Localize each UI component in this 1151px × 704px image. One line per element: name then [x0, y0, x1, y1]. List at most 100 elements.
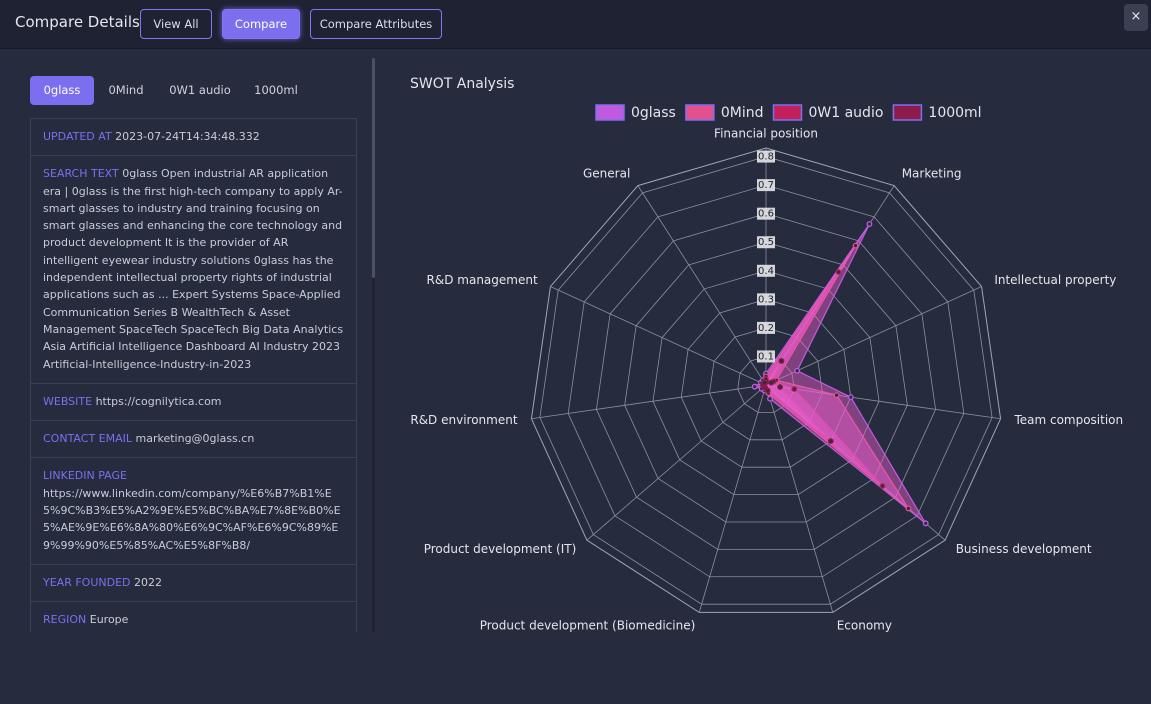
- legend-swatch: [892, 104, 923, 121]
- legend-label: 1000ml: [928, 105, 981, 121]
- compare-button[interactable]: Compare: [222, 9, 300, 39]
- detail-label: REGION: [43, 613, 87, 627]
- detail-label: YEAR FOUNDED: [43, 575, 131, 589]
- axis-label: R&D management: [427, 273, 538, 287]
- tab[interactable]: 0W1 audio: [169, 83, 231, 97]
- detail-value: 0glass Open industrial AR application er…: [43, 167, 344, 371]
- series-point: [827, 438, 834, 445]
- series-point: [777, 384, 784, 390]
- legend-swatch: [595, 104, 625, 121]
- axis-label: Product development (IT): [424, 542, 577, 556]
- detail-label: CONTACT EMAIL: [43, 432, 132, 446]
- series-point: [835, 269, 842, 276]
- detail-row: UPDATED AT 2023-07-24T14:34:48.332: [31, 119, 356, 157]
- series-point: [794, 367, 801, 374]
- header: Compare Details View All Compare Compare…: [0, 0, 1151, 49]
- tick-label: 0.8: [758, 152, 774, 163]
- detail-label: UPDATED AT: [43, 130, 112, 143]
- tab[interactable]: 0Mind: [108, 83, 144, 97]
- detail-value: marketing@0glass.cn: [135, 432, 255, 446]
- tick-label-bg: [757, 264, 775, 277]
- close-button[interactable]: ×: [1124, 4, 1148, 31]
- axis-label: R&D environment: [410, 413, 517, 427]
- tick-label: 0.1: [758, 351, 774, 362]
- spoke: [765, 384, 834, 613]
- header-title: Compare Details: [15, 13, 140, 31]
- tick-label: 0.7: [758, 180, 774, 191]
- detail-value: 2022: [134, 575, 162, 589]
- axis-label: Business development: [956, 542, 1092, 556]
- spoke: [531, 384, 767, 420]
- grid-ring: [652, 270, 880, 495]
- legend-swatch: [772, 104, 803, 121]
- grid-ring: [567, 184, 965, 578]
- series-point: [879, 483, 886, 489]
- grid-ring: [539, 156, 993, 605]
- axis-label: Team composition: [1013, 413, 1123, 427]
- grid-ring: [709, 327, 823, 441]
- series-point: [866, 221, 873, 228]
- spoke: [765, 286, 982, 386]
- scrollbar-track: [372, 58, 375, 632]
- tick-label: 0.3: [758, 294, 774, 305]
- tab[interactable]: 1000ml: [254, 83, 298, 97]
- axis-label: Economy: [837, 618, 892, 632]
- series-point: [768, 379, 775, 386]
- grid-ring: [680, 298, 852, 468]
- series-point: [922, 520, 929, 527]
- series-point: [847, 394, 854, 401]
- tick-label-bg: [757, 321, 775, 334]
- spoke: [586, 384, 767, 541]
- legend-swatch: [685, 104, 715, 121]
- spoke: [765, 384, 1001, 420]
- series-point: [778, 358, 785, 364]
- tick-label: 0.6: [758, 209, 774, 220]
- detail-row: YEAR FOUNDED 2022: [31, 565, 356, 603]
- tick-label: 0.5: [758, 237, 774, 248]
- detail-row: WEBSITE https://cognilytica.com: [31, 384, 356, 422]
- compare-attributes-button[interactable]: Compare Attributes: [310, 9, 442, 39]
- detail-label: SEARCH TEXT: [43, 167, 119, 181]
- tick-label-bg: [757, 293, 775, 306]
- series-point: [761, 379, 768, 386]
- series-point: [833, 392, 840, 399]
- grid-ring: [596, 213, 936, 550]
- series-point: [852, 242, 859, 249]
- tick-label-bg: [757, 236, 775, 249]
- tab[interactable]: 0glass: [30, 76, 94, 105]
- detail-row: SEARCH TEXT 0glass Open industrial AR ap…: [31, 156, 356, 384]
- tick-label: 0.2: [758, 323, 774, 334]
- axis-label: Marketing: [902, 166, 962, 180]
- chart-title: SWOT Analysis: [410, 76, 514, 92]
- detail-value: https://cognilytica.com: [95, 394, 222, 408]
- tick-label-bg: [757, 350, 775, 363]
- detail-value: Europe: [89, 613, 129, 627]
- axis-label: Product development (Biomedicine): [480, 618, 696, 632]
- detail-row: REGION Europe: [31, 602, 356, 632]
- grid-ring: [737, 356, 795, 413]
- tick-label-bg: [757, 179, 775, 192]
- axis-label: General: [583, 166, 630, 180]
- series-point: [905, 505, 912, 512]
- detail-row: LINKEDIN PAGE https://www.linkedin.com/co…: [31, 458, 356, 565]
- spoke: [698, 384, 767, 613]
- grid-ring: [624, 241, 908, 523]
- axis-label: Financial position: [714, 127, 818, 141]
- series-point: [751, 383, 758, 390]
- tick-label-bg: [757, 207, 775, 220]
- detail-value: 2023-07-24T14:34:48.332: [115, 130, 260, 143]
- view-all-button[interactable]: View All: [140, 9, 212, 39]
- series-area: [753, 223, 927, 524]
- details-list: UPDATED AT 2023-07-24T14:34:48.332 SEARCH…: [30, 118, 357, 632]
- spoke: [637, 185, 767, 386]
- tick-label-bg: [757, 150, 775, 163]
- tick-label: 0.4: [758, 266, 774, 277]
- detail-row: CONTACT EMAIL marketing@0glass.cn: [31, 421, 356, 459]
- outer-ring: [530, 147, 1002, 613]
- legend-label: 0Mind: [721, 105, 764, 121]
- legend-label: 0glass: [631, 105, 676, 121]
- series-point: [791, 386, 798, 393]
- scrollbar-thumb[interactable]: [372, 58, 375, 278]
- detail-label: LINKEDIN PAGE: [43, 469, 127, 483]
